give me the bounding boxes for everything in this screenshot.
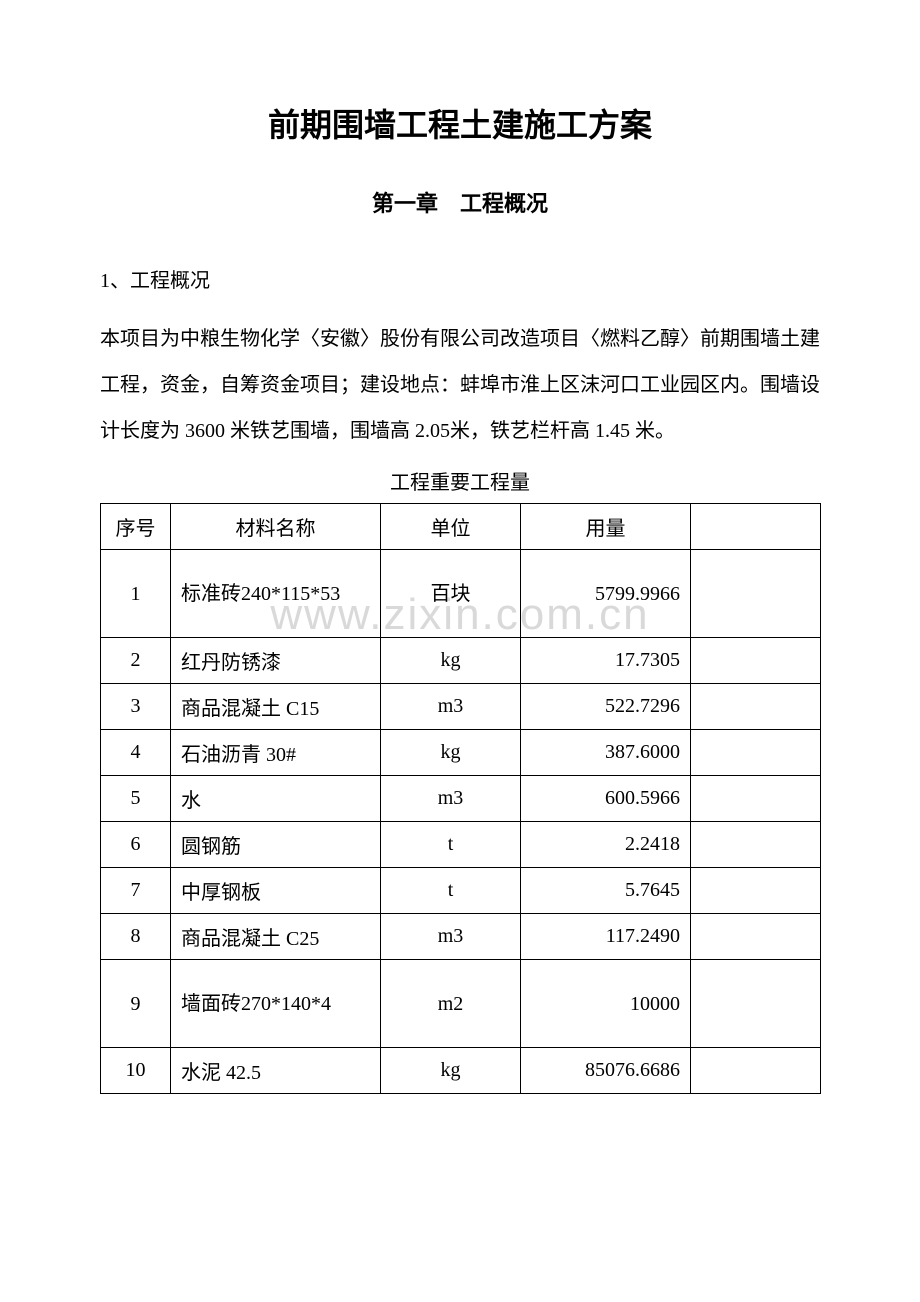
cell-unit: m3 bbox=[381, 914, 521, 960]
cell-name: 商品混凝土 C15 bbox=[171, 684, 381, 730]
cell-empty bbox=[691, 638, 821, 684]
cell-unit: kg bbox=[381, 1048, 521, 1094]
main-title: 前期围墙工程土建施工方案 bbox=[100, 100, 820, 146]
table-row: 7中厚钢板t5.7645 bbox=[101, 868, 821, 914]
cell-empty bbox=[691, 730, 821, 776]
table-row: 6圆钢筋t2.2418 bbox=[101, 822, 821, 868]
cell-name: 石油沥青 30# bbox=[171, 730, 381, 776]
cell-name: 标准砖240*115*53 bbox=[171, 550, 381, 638]
table-row: 10水泥 42.5kg85076.6686 bbox=[101, 1048, 821, 1094]
cell-qty: 2.2418 bbox=[521, 822, 691, 868]
cell-seq: 1 bbox=[101, 550, 171, 638]
cell-name: 墙面砖270*140*4 bbox=[171, 960, 381, 1048]
col-header-unit: 单位 bbox=[381, 504, 521, 550]
cell-qty: 522.7296 bbox=[521, 684, 691, 730]
cell-qty: 387.6000 bbox=[521, 730, 691, 776]
cell-qty: 5.7645 bbox=[521, 868, 691, 914]
table-row: 9墙面砖270*140*4m210000 bbox=[101, 960, 821, 1048]
cell-seq: 10 bbox=[101, 1048, 171, 1094]
col-header-name: 材料名称 bbox=[171, 504, 381, 550]
cell-name: 圆钢筋 bbox=[171, 822, 381, 868]
cell-unit: t bbox=[381, 822, 521, 868]
cell-unit: m3 bbox=[381, 776, 521, 822]
cell-seq: 4 bbox=[101, 730, 171, 776]
cell-empty bbox=[691, 550, 821, 638]
table-title: 工程重要工程量 bbox=[100, 466, 820, 495]
document-content: 前期围墙工程土建施工方案 第一章 工程概况 1、工程概况 本项目为中粮生物化学〈… bbox=[100, 100, 820, 1094]
cell-empty bbox=[691, 776, 821, 822]
col-header-qty: 用量 bbox=[521, 504, 691, 550]
table-header-row: 序号 材料名称 单位 用量 bbox=[101, 504, 821, 550]
cell-qty: 85076.6686 bbox=[521, 1048, 691, 1094]
table-row: 8商品混凝土 C25m3117.2490 bbox=[101, 914, 821, 960]
cell-empty bbox=[691, 868, 821, 914]
cell-name: 水 bbox=[171, 776, 381, 822]
cell-empty bbox=[691, 914, 821, 960]
cell-unit: kg bbox=[381, 730, 521, 776]
cell-empty bbox=[691, 684, 821, 730]
cell-unit: m3 bbox=[381, 684, 521, 730]
cell-name: 中厚钢板 bbox=[171, 868, 381, 914]
cell-empty bbox=[691, 822, 821, 868]
cell-unit: 百块 bbox=[381, 550, 521, 638]
table-row: 4石油沥青 30#kg387.6000 bbox=[101, 730, 821, 776]
overview-paragraph: 本项目为中粮生物化学〈安徽〉股份有限公司改造项目〈燃料乙醇〉前期围墙土建工程，资… bbox=[100, 316, 820, 454]
materials-table: 序号 材料名称 单位 用量 1标准砖240*115*53百块5799.99662… bbox=[100, 503, 821, 1094]
cell-unit: kg bbox=[381, 638, 521, 684]
table-row: 1标准砖240*115*53百块5799.9966 bbox=[101, 550, 821, 638]
cell-qty: 17.7305 bbox=[521, 638, 691, 684]
cell-seq: 8 bbox=[101, 914, 171, 960]
table-row: 3商品混凝土 C15m3522.7296 bbox=[101, 684, 821, 730]
chapter-title: 第一章 工程概况 bbox=[100, 186, 820, 218]
cell-seq: 2 bbox=[101, 638, 171, 684]
cell-qty: 10000 bbox=[521, 960, 691, 1048]
cell-unit: t bbox=[381, 868, 521, 914]
cell-qty: 117.2490 bbox=[521, 914, 691, 960]
cell-name: 商品混凝土 C25 bbox=[171, 914, 381, 960]
cell-qty: 5799.9966 bbox=[521, 550, 691, 638]
col-header-seq: 序号 bbox=[101, 504, 171, 550]
cell-seq: 6 bbox=[101, 822, 171, 868]
cell-seq: 9 bbox=[101, 960, 171, 1048]
col-header-empty bbox=[691, 504, 821, 550]
section-heading: 1、工程概况 bbox=[100, 258, 820, 304]
cell-empty bbox=[691, 1048, 821, 1094]
cell-name: 红丹防锈漆 bbox=[171, 638, 381, 684]
cell-unit: m2 bbox=[381, 960, 521, 1048]
cell-name: 水泥 42.5 bbox=[171, 1048, 381, 1094]
table-row: 2红丹防锈漆kg17.7305 bbox=[101, 638, 821, 684]
cell-seq: 5 bbox=[101, 776, 171, 822]
cell-qty: 600.5966 bbox=[521, 776, 691, 822]
cell-empty bbox=[691, 960, 821, 1048]
table-row: 5水m3600.5966 bbox=[101, 776, 821, 822]
cell-seq: 7 bbox=[101, 868, 171, 914]
cell-seq: 3 bbox=[101, 684, 171, 730]
table-body: 1标准砖240*115*53百块5799.99662红丹防锈漆kg17.7305… bbox=[101, 550, 821, 1094]
